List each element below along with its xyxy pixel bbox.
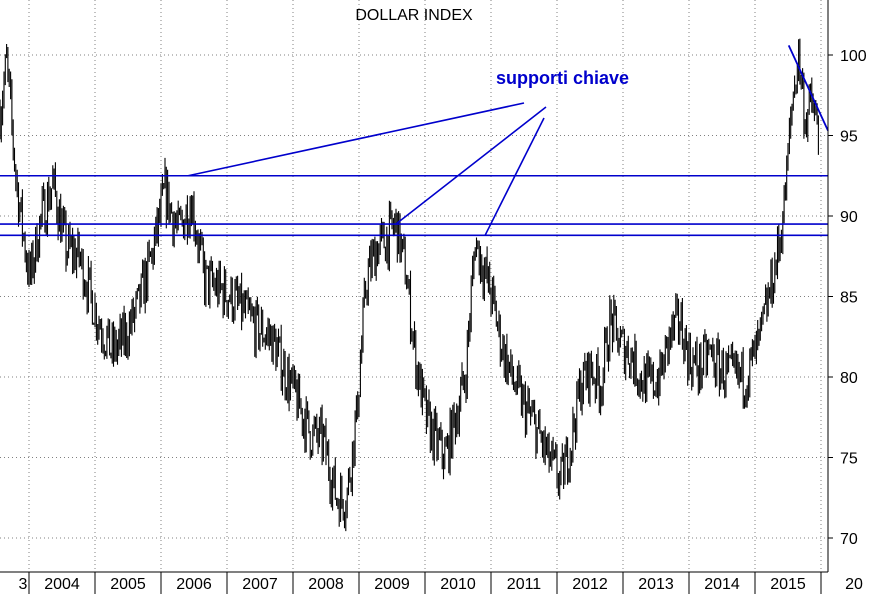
annotation-label: supporti chiave [496,68,629,88]
x-axis-ticks: 3 2004 2005 2006 2007 2008 2009 2010 2011 2012 201… [19,572,863,594]
y-tick-label: 95 [840,129,858,146]
support-lines [0,44,829,237]
chart-title: DOLLAR INDEX [355,7,473,24]
y-tick-label: 90 [840,209,858,226]
x-tick-label: 2013 [638,576,674,593]
annotation-pointer-line [187,102,525,177]
x-tick-label: 3 [19,576,28,593]
annotation-pointer-line [484,117,545,236]
y-tick-label: 100 [840,48,867,65]
x-tick-label: 2004 [44,576,80,593]
y-axis-ticks: 70 75 80 85 90 95 100 [828,48,867,548]
x-tick-label: 2006 [176,576,212,593]
grid-lines [0,0,828,572]
downtrend-line [787,44,829,132]
x-tick-label: 20 [845,576,863,593]
x-tick-label: 2010 [440,576,476,593]
y-tick-label: 85 [840,290,858,307]
annotation-pointer-line [395,106,547,225]
x-tick-label: 2011 [507,576,542,593]
y-tick-label: 75 [840,451,858,468]
x-tick-label: 2005 [110,576,146,593]
x-tick-label: 2015 [770,576,806,593]
x-tick-label: 2008 [308,576,344,593]
y-tick-label: 80 [840,370,858,387]
x-tick-label: 2012 [572,576,608,593]
plot-area [0,38,819,532]
price-series [0,38,819,532]
y-tick-label: 70 [840,531,858,548]
x-tick-label: 2007 [242,576,278,593]
x-tick-label: 2009 [374,576,410,593]
x-tick-label: 2014 [704,576,740,593]
